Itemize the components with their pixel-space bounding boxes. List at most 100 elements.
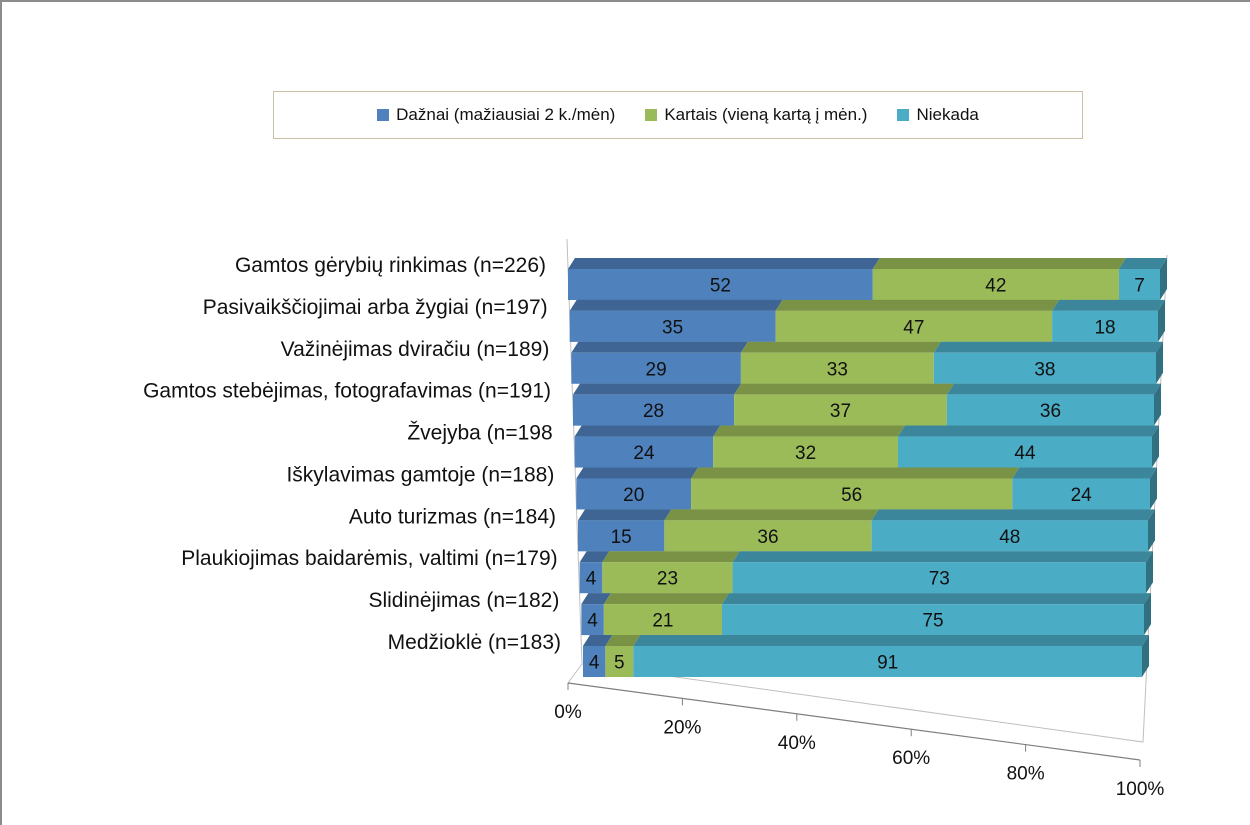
bar-value-label: 28 — [643, 401, 664, 422]
bar-value-label: 23 — [657, 569, 678, 590]
legend-swatch — [645, 109, 658, 121]
bar-top-face — [578, 509, 672, 521]
chart-floor-edge — [567, 663, 583, 684]
legend-label: Niekada — [916, 105, 979, 124]
bar-top-face — [933, 341, 1163, 353]
bar-top-face — [568, 258, 880, 269]
bar-value-label: 56 — [841, 485, 862, 506]
x-tick-label: 40% — [778, 733, 816, 754]
bar-top-face — [602, 551, 740, 563]
bar-top-face — [583, 635, 613, 646]
bar-segment — [633, 646, 1142, 677]
bar-top-face — [581, 593, 611, 605]
category-label: Medžioklė (n=183) — [388, 631, 561, 654]
bar-segment — [1052, 310, 1158, 342]
bar-segment — [1012, 478, 1150, 510]
bar-value-label: 73 — [929, 569, 950, 590]
bar-side-face — [1146, 551, 1153, 594]
bar-value-label: 15 — [611, 527, 632, 548]
bar-segment — [734, 394, 947, 426]
bar-value-label: 35 — [662, 317, 683, 338]
legend-swatch — [897, 109, 910, 121]
category-label: Gamtos stebėjimas, fotografavimas (n=191… — [143, 380, 551, 403]
bar-side-face — [1144, 593, 1151, 636]
x-axis-line — [567, 682, 1141, 761]
bar-top-face — [1052, 299, 1165, 311]
category-label: Važinėjimas dviračiu (n=189) — [281, 338, 550, 361]
bar-top-face — [571, 341, 748, 353]
bar-value-label: 4 — [589, 653, 600, 674]
chart-legend: Dažnai (mažiausiai 2 k./mėn) Kartais (vie… — [273, 91, 1083, 139]
bar-top-face — [1012, 467, 1157, 479]
bar-value-label: 24 — [1071, 485, 1093, 506]
bar-top-face — [569, 299, 783, 311]
bar-segment — [722, 604, 1144, 636]
bar-value-label: 42 — [985, 276, 1006, 297]
legend-item: Kartais (vieną kartą į mėn.) — [645, 105, 867, 125]
bar-segment — [579, 562, 603, 594]
bar-value-label: 7 — [1134, 276, 1145, 297]
bar-value-label: 37 — [830, 401, 851, 422]
bar-top-face — [574, 425, 721, 437]
category-label: Iškylavimas gamtoje (n=188) — [286, 463, 554, 486]
legend-label: Kartais (vieną kartą į mėn.) — [664, 105, 868, 124]
bar-segment — [740, 352, 934, 384]
bar-value-label: 75 — [922, 611, 943, 632]
bar-top-face — [946, 383, 1161, 395]
bar-value-label: 4 — [587, 611, 598, 632]
bar-top-face — [576, 467, 699, 479]
bar-segment — [574, 436, 714, 468]
bar-segment — [578, 520, 665, 552]
x-tick-label: 80% — [1007, 764, 1045, 785]
bar-top-face — [691, 467, 1020, 479]
bar-side-face — [1160, 258, 1167, 300]
bar-top-face — [734, 383, 954, 395]
bar-side-face — [1152, 425, 1159, 468]
bar-segment — [872, 269, 1119, 300]
bar-value-label: 5 — [614, 653, 625, 674]
bar-segment — [933, 352, 1156, 384]
bar-segment — [602, 562, 733, 594]
bar-side-face — [1158, 299, 1165, 342]
bar-segment — [573, 394, 735, 426]
bar-top-face — [573, 383, 742, 395]
bar-value-label: 32 — [795, 443, 816, 464]
bar-value-label: 21 — [652, 611, 673, 632]
bar-value-label: 47 — [903, 317, 924, 338]
bar-top-face — [1118, 258, 1167, 269]
bar-top-face — [722, 593, 1151, 605]
x-tick-label: 0% — [554, 702, 582, 723]
bar-segment — [1118, 269, 1160, 300]
bar-side-face — [1142, 635, 1149, 677]
bar-top-face — [713, 425, 905, 437]
bar-side-face — [1156, 341, 1163, 384]
category-label: Žvejyba (n=198 — [407, 422, 552, 445]
category-label: Gamtos gėrybių rinkimas (n=226) — [235, 254, 546, 277]
bar-top-face — [740, 341, 941, 353]
bar-value-label: 38 — [1034, 359, 1055, 380]
category-label: Pasivaikščiojimai arba žygiai (n=197) — [203, 296, 548, 319]
bar-value-label: 44 — [1014, 443, 1036, 464]
bar-value-label: 29 — [646, 359, 667, 380]
bar-value-label: 52 — [710, 276, 731, 297]
bar-side-face — [1148, 509, 1155, 552]
bar-segment — [583, 646, 606, 677]
legend-item: Dažnai (mažiausiai 2 k./mėn) — [377, 105, 615, 125]
bar-top-face — [664, 509, 879, 521]
bar-value-label: 33 — [827, 359, 848, 380]
x-tick-label: 60% — [892, 748, 930, 769]
bar-segment — [571, 352, 741, 384]
bar-segment — [568, 269, 873, 300]
legend-swatch — [377, 109, 390, 121]
bar-value-label: 4 — [586, 569, 597, 590]
bar-segment — [605, 646, 634, 677]
bar-segment — [713, 436, 898, 468]
legend-item: Niekada — [897, 105, 979, 125]
bar-side-face — [1154, 383, 1161, 426]
category-label: Slidinėjimas (n=182) — [368, 589, 559, 612]
bar-value-label: 36 — [1040, 401, 1061, 422]
x-tick-label: 100% — [1116, 779, 1165, 800]
bar-top-face — [897, 425, 1159, 437]
bar-top-face — [605, 635, 641, 646]
